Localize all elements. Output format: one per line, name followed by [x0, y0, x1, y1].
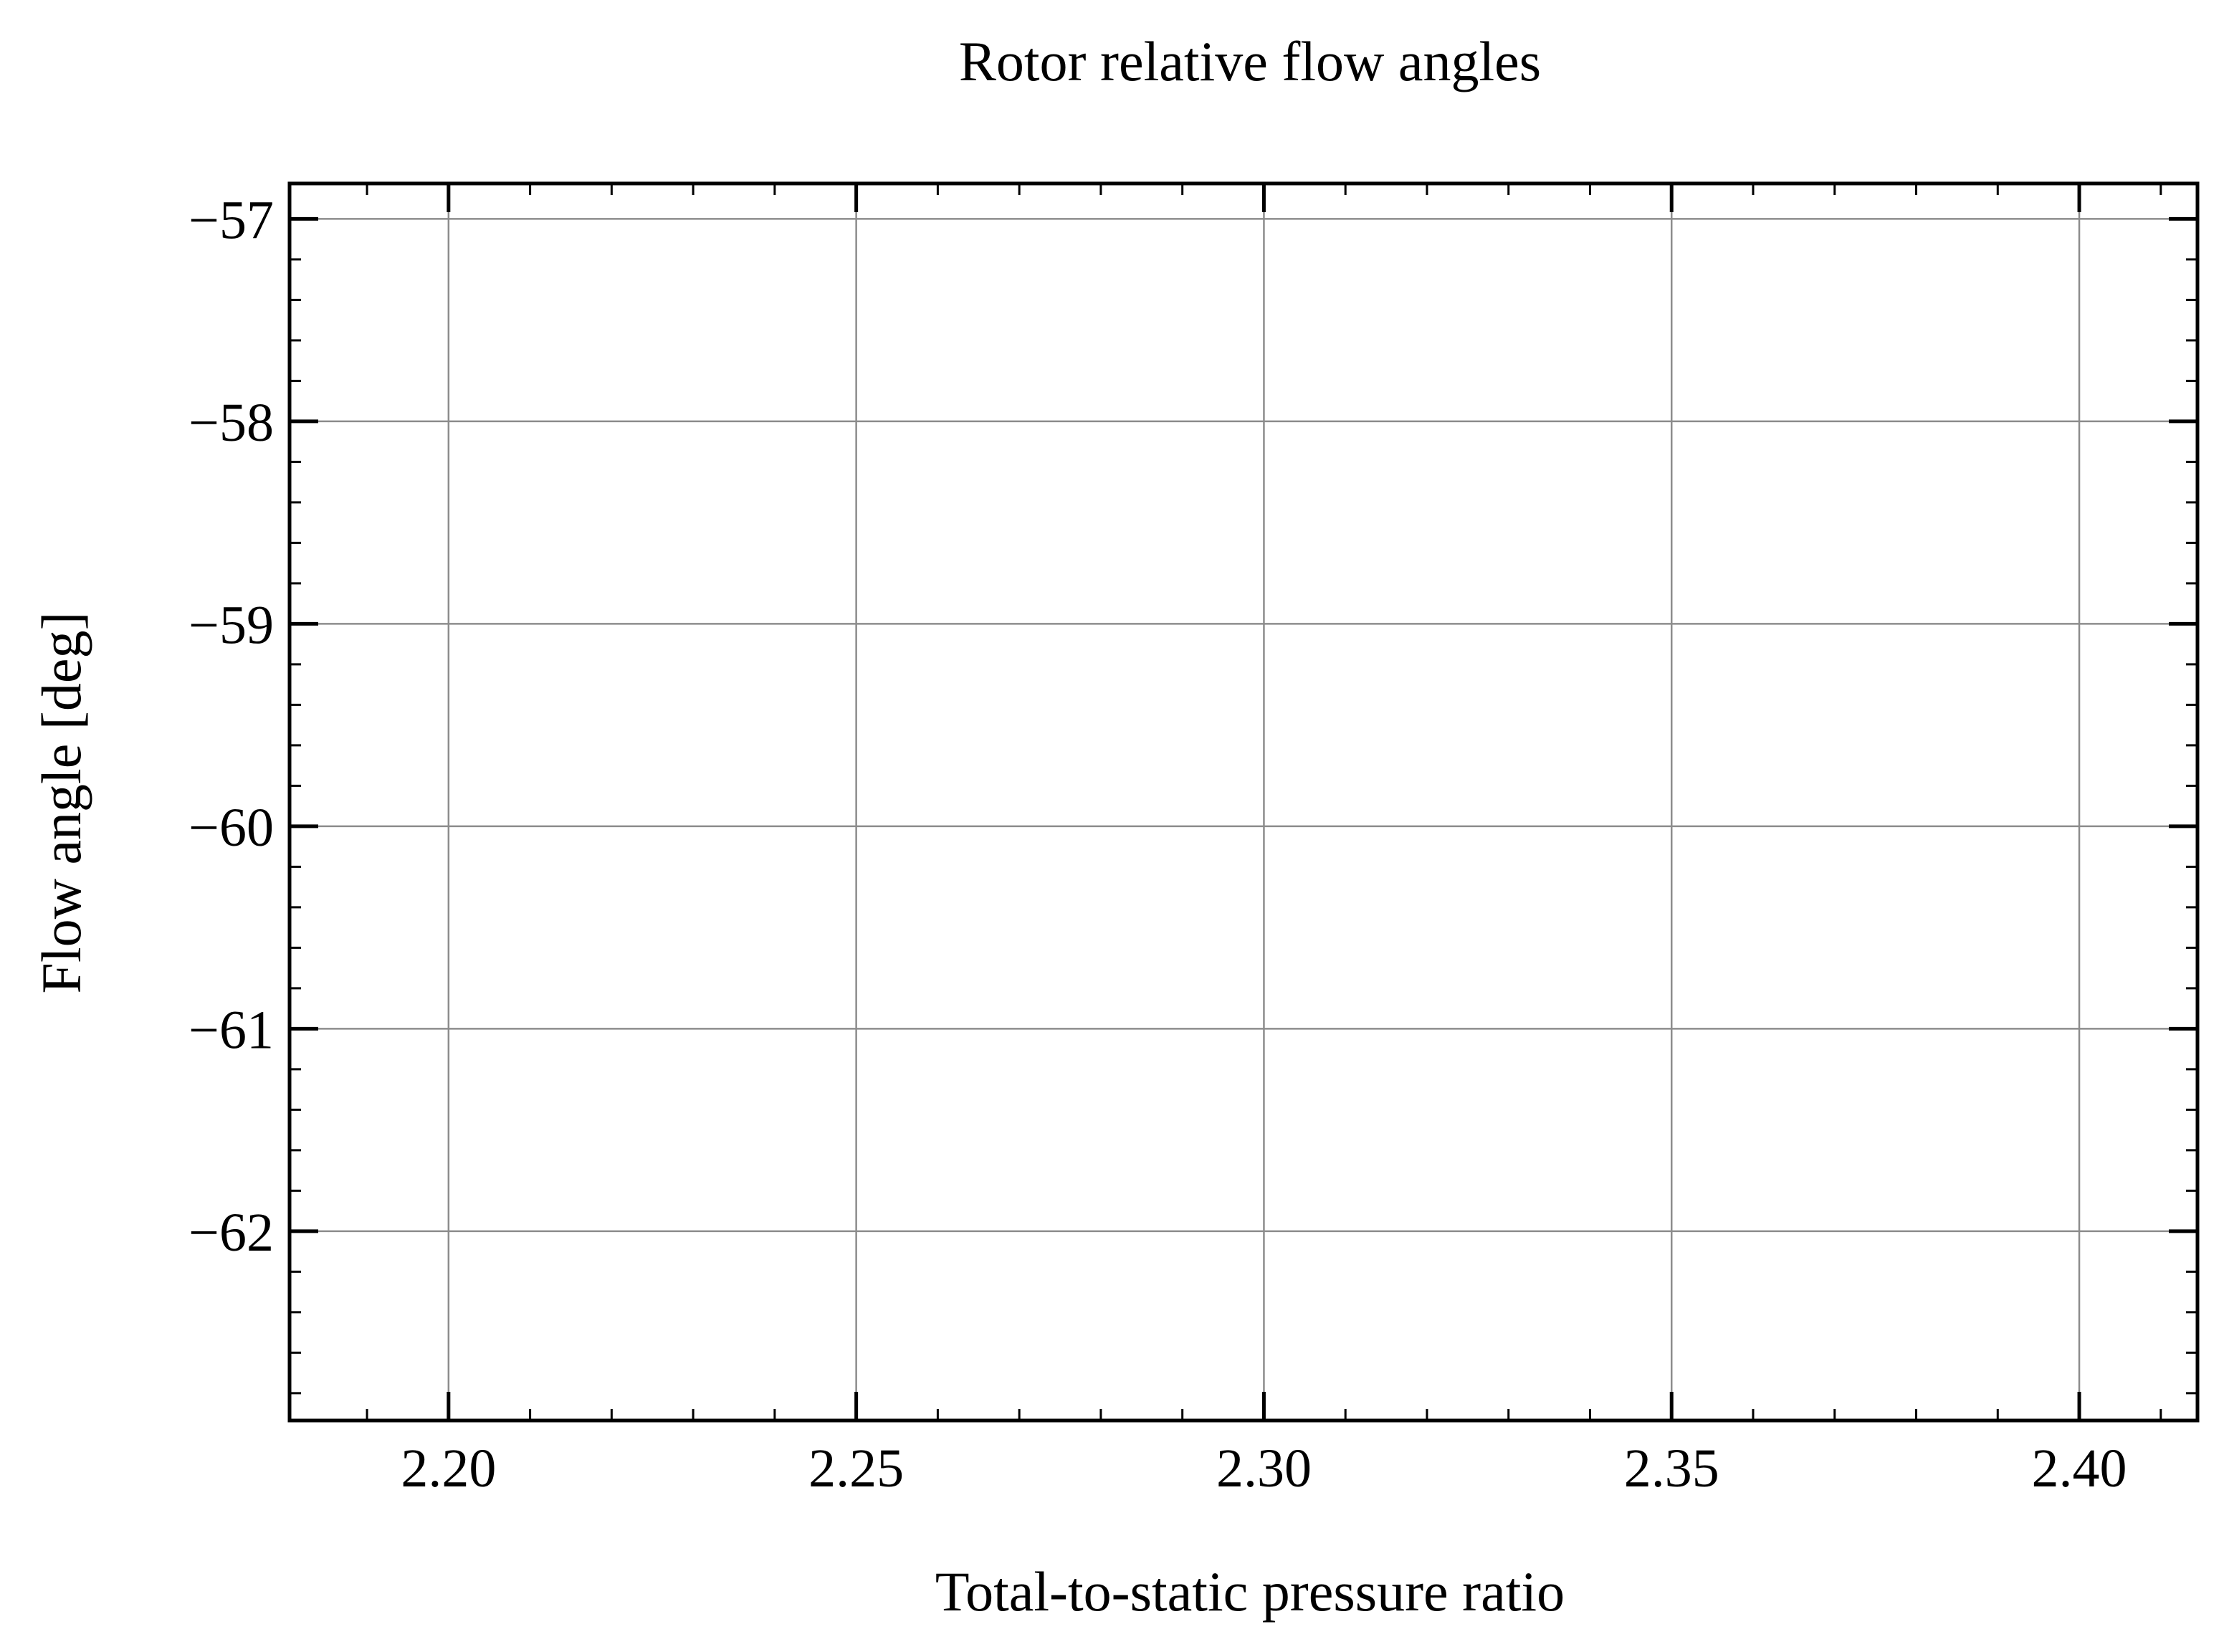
y-tick-labels: −57 −58 −59 −60 −61 −62 [188, 190, 274, 1262]
x-tick-label: 2.25 [808, 1438, 904, 1499]
plot-frame [287, 181, 2200, 1423]
y-axis-label: Flow angle [deg] [30, 612, 92, 994]
chart-title: Rotor relative flow angles [959, 30, 1541, 92]
x-tick-label: 2.35 [1624, 1438, 1719, 1499]
major-ticks [290, 183, 2197, 1421]
grid-lines [290, 183, 2197, 1421]
y-tick-label: −62 [188, 1203, 274, 1263]
x-tick-label: 2.40 [2032, 1438, 2127, 1499]
y-tick-label: −61 [188, 1000, 274, 1060]
x-tick-labels: 2.20 2.25 2.30 2.35 2.40 [401, 1438, 2127, 1499]
y-tick-label: −60 [188, 798, 274, 858]
y-tick-label: −59 [188, 595, 274, 655]
y-tick-label: −57 [188, 190, 274, 250]
x-tick-label: 2.30 [1216, 1438, 1312, 1499]
x-axis-label: Total-to-static pressure ratio [935, 1560, 1565, 1623]
x-tick-label: 2.20 [401, 1438, 496, 1499]
y-tick-label: −58 [188, 393, 274, 453]
